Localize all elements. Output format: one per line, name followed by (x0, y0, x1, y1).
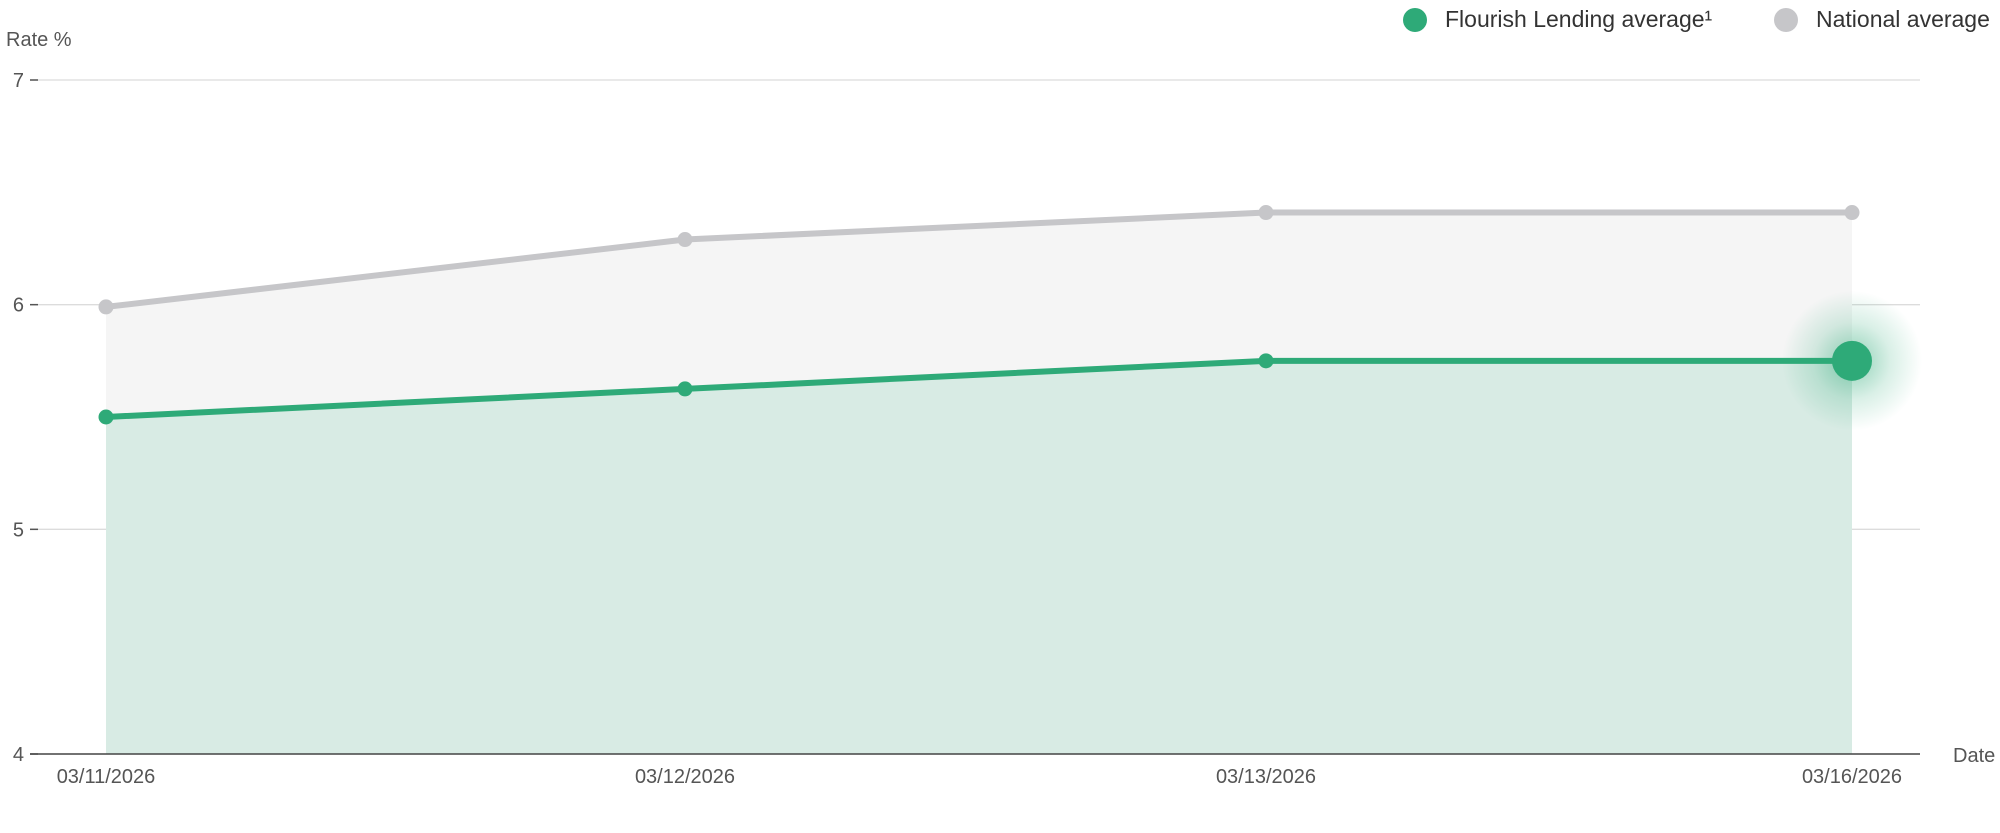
y-tick-label: 6 (13, 295, 24, 317)
data-point-national[interactable] (1844, 205, 1860, 221)
legend-swatch-flourish (1403, 8, 1427, 32)
legend-item-flourish[interactable]: Flourish Lending average¹ (1403, 6, 1713, 32)
x-axis-title: Date (1953, 745, 1995, 767)
series-lines (103, 209, 1855, 420)
y-tick-label: 5 (13, 519, 24, 541)
data-point-national[interactable] (98, 299, 114, 315)
data-point-flourish[interactable] (677, 381, 693, 397)
x-tick-label: 03/13/2026 (1216, 766, 1316, 788)
area-flourish (106, 360, 1852, 754)
y-axis-title: Rate % (6, 29, 72, 51)
y-tick-label: 4 (13, 744, 24, 766)
data-point-national[interactable] (677, 232, 693, 248)
series-line-national (103, 209, 1855, 310)
data-point-national[interactable] (1258, 205, 1274, 221)
data-point-flourish[interactable] (1258, 353, 1274, 369)
legend-swatch-national (1774, 8, 1798, 32)
highlight-point[interactable] (1832, 340, 1872, 381)
series-line-flourish (103, 357, 1855, 420)
legend-item-national[interactable]: National average (1774, 6, 1990, 32)
data-points (98, 205, 1922, 431)
x-tick-label: 03/11/2026 (57, 766, 156, 788)
y-tick-label: 7 (13, 70, 24, 92)
data-point-flourish[interactable] (98, 409, 114, 425)
area-fills (106, 212, 1852, 754)
legend-label-national: National average (1816, 6, 1990, 32)
x-tick-label: 03/16/2026 (1802, 766, 1902, 788)
legend-label-flourish: Flourish Lending average¹ (1445, 6, 1713, 32)
legend: Flourish Lending average¹ National avera… (1403, 6, 1990, 32)
axes: 4 5 6 7 03/11/2026 03/12/2026 03/13/2026 03/16/… (13, 70, 1920, 788)
x-tick-label: 03/12/2026 (635, 766, 735, 788)
